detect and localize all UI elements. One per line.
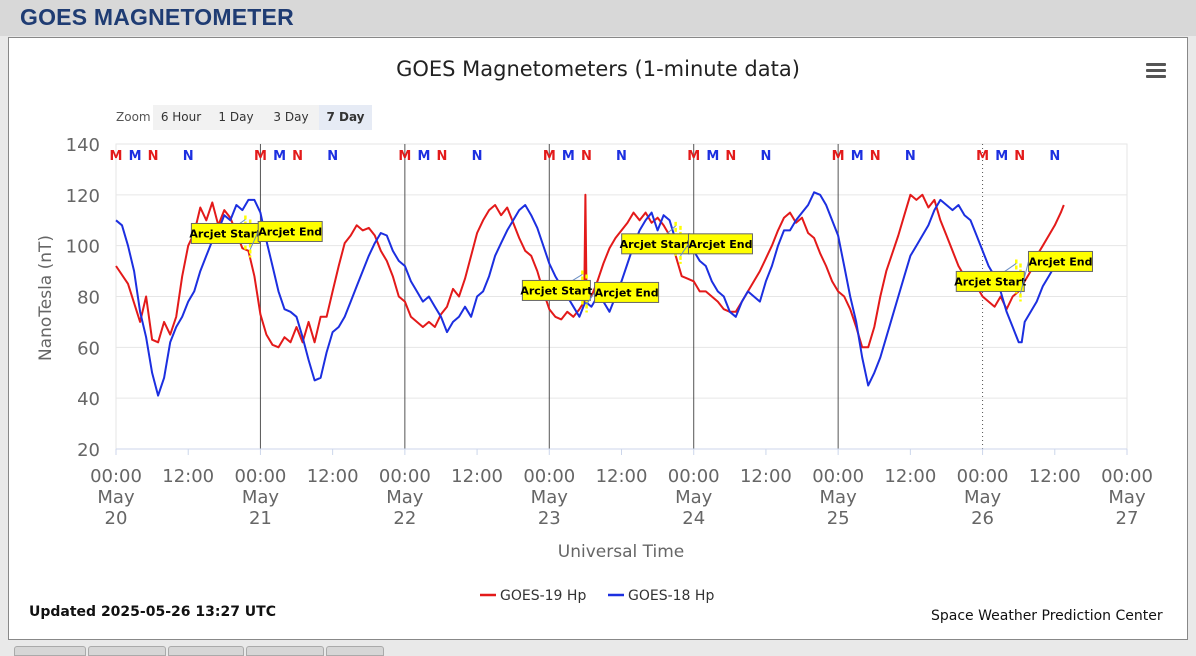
x-axis-label: Universal Time <box>558 542 684 562</box>
y-axis: 20 40 60 80 100 120 140 <box>66 135 100 461</box>
mn-marker-n: N <box>725 149 736 164</box>
x-tick-label: 12:00 <box>162 466 214 487</box>
arcjet-end-box <box>687 233 753 255</box>
bottom-tab-2[interactable] <box>88 646 166 656</box>
zoom-6hour-button[interactable]: 6 Hour <box>153 105 209 130</box>
x-tick-label: 00:00 May 27 <box>1101 466 1153 529</box>
mn-marker-m: M <box>110 149 123 164</box>
x-tick-label: 00:00 May 25 <box>812 466 864 529</box>
mn-marker-n: N <box>437 149 448 164</box>
x-tick-label: 12:00 <box>596 466 648 487</box>
arcjet-end-box <box>257 220 323 242</box>
arcjet-end-label: Arcjet End <box>258 225 322 238</box>
arcjet-end-box <box>1027 250 1093 272</box>
zoom-3day-button[interactable]: 3 Day <box>263 105 319 130</box>
mn-marker-n: N <box>1014 149 1025 164</box>
mn-marker-m: M <box>129 149 142 164</box>
arcjet-start-label: Arcjet Start <box>954 275 1026 288</box>
mn-marker-m: M <box>995 149 1008 164</box>
x-tick-label: 00:00 May 23 <box>523 466 575 529</box>
mn-marker-n: N <box>148 149 159 164</box>
mn-marker-n: N <box>905 149 916 164</box>
bottom-tab-3[interactable] <box>168 646 244 656</box>
zoom-label: Zoom <box>116 110 151 124</box>
legend-item-label: GOES-19 Hp <box>500 588 586 604</box>
arcjet-end-connector <box>1019 261 1029 294</box>
mn-marker-n: N <box>327 149 338 164</box>
x-tick-label: 12:00 <box>740 466 792 487</box>
zoom-1day-button[interactable]: 1 Day <box>209 105 263 130</box>
mn-marker-m: M <box>832 149 845 164</box>
bottom-tab-4[interactable] <box>246 646 324 656</box>
y-tick-label: 40 <box>77 389 100 410</box>
mn-marker-m: M <box>398 149 411 164</box>
x-tick-label: 00:00 May 20 <box>90 466 142 529</box>
page-header: GOES MAGNETOMETER <box>0 0 1196 36</box>
x-tick-label: 12:00 <box>1029 466 1081 487</box>
x-tick-label: 00:00 May 22 <box>379 466 431 529</box>
mn-marker-m: M <box>273 149 286 164</box>
x-tick-label: 12:00 <box>307 466 359 487</box>
y-tick-label: 120 <box>66 186 100 207</box>
chart-menu-button[interactable] <box>1146 63 1166 79</box>
mn-marker-n: N <box>616 149 627 164</box>
mn-marker-n: N <box>760 149 771 164</box>
y-tick-label: 80 <box>77 288 100 309</box>
y-tick-label: 100 <box>66 237 100 258</box>
y-tick-label: 60 <box>77 338 100 359</box>
mn-marker-n: N <box>581 149 592 164</box>
series-line-goes-19-hp <box>115 193 1065 349</box>
y-axis-label: NanoTesla (nT) <box>36 235 56 361</box>
hamburger-icon <box>1146 63 1166 66</box>
arcjet-end-box <box>594 281 660 303</box>
arcjet-start-box <box>955 270 1025 292</box>
mn-marker-m: M <box>543 149 556 164</box>
credit-text: Space Weather Prediction Center <box>931 608 1163 624</box>
mn-marker-m: M <box>976 149 989 164</box>
bottom-tab-strip <box>0 642 1196 652</box>
zoom-7day-button[interactable]: 7 Day <box>319 105 372 130</box>
mn-marker-m: M <box>562 149 575 164</box>
mn-marker-m: M <box>687 149 700 164</box>
y-tick-label: 20 <box>77 440 100 461</box>
x-axis: 00:00 May 20 12:00 00:00 May 21 12:00 00:00 May 22… <box>90 448 1153 529</box>
arcjet-end-label: Arcjet End <box>688 238 752 251</box>
page-title: GOES MAGNETOMETER <box>20 4 294 30</box>
chart-legend: GOES-19 Hp GOES-18 Hp <box>480 588 714 604</box>
x-tick-label: 00:00 May 26 <box>957 466 1009 529</box>
mn-marker-n: N <box>472 149 483 164</box>
mn-marker-m: M <box>851 149 864 164</box>
x-tick-label: 12:00 <box>451 466 503 487</box>
mn-marker-n: N <box>870 149 881 164</box>
mn-marker-n: N <box>183 149 194 164</box>
mn-marker-m: M <box>417 149 430 164</box>
chart-title: GOES Magnetometers (1-minute data) <box>396 57 800 81</box>
updated-timestamp: Updated 2025-05-26 13:27 UTC <box>29 604 276 620</box>
mn-marker-m: M <box>254 149 267 164</box>
arcjet-start-label: Arcjet Start <box>620 238 692 251</box>
arcjet-end-connector <box>680 243 689 257</box>
arcjet-end-label: Arcjet End <box>1028 255 1092 268</box>
arcjet-start-label: Arcjet Start <box>520 284 592 297</box>
y-tick-label: 140 <box>66 135 100 156</box>
arcjet-end-connector <box>586 292 596 305</box>
x-tick-label: 00:00 May 21 <box>234 466 286 529</box>
x-tick-label: 00:00 May 24 <box>668 466 720 529</box>
series-line-goes-18-hp <box>115 191 1061 397</box>
arcjet-start-label: Arcjet Start <box>189 227 261 240</box>
arcjet-start-box <box>521 279 591 301</box>
mn-marker-n: N <box>1049 149 1060 164</box>
mn-marker-m: M <box>706 149 719 164</box>
bottom-tab-5[interactable] <box>326 646 384 656</box>
arcjet-end-connector <box>249 231 259 250</box>
x-tick-label: 12:00 <box>884 466 936 487</box>
chart-panel <box>8 37 1188 640</box>
mn-marker-n: N <box>292 149 303 164</box>
legend-item-label: GOES-18 Hp <box>628 588 714 604</box>
bottom-tab-1[interactable] <box>14 646 86 656</box>
arcjet-end-label: Arcjet End <box>595 286 659 299</box>
